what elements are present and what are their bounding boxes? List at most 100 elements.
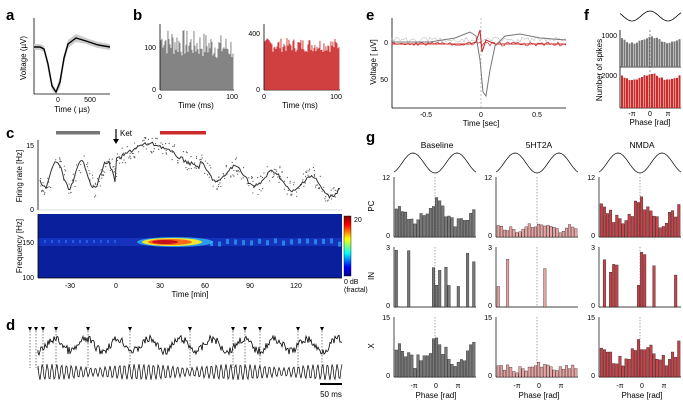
panel-e-sta: 0 50 -0.5 0 0.5 Time [sec] Voltage [ µV] xyxy=(369,18,567,128)
panel-g-letter: g xyxy=(366,129,375,146)
panel-g-grid xyxy=(393,152,682,378)
g-in-base-zero: 0 xyxy=(386,303,390,310)
firing-rate-line xyxy=(39,141,341,199)
panel-c-ytick-150: 150 xyxy=(22,240,34,247)
g-nmda-xtick-mpi: -π xyxy=(616,383,623,390)
ketamine-period-bar xyxy=(160,131,206,135)
g-base-xtick-mpi: -π xyxy=(410,383,417,390)
panel-b-left-ytick-0: 0 xyxy=(152,87,156,94)
panel-a-letter: a xyxy=(6,7,15,24)
g-x-5ht-max: 15 xyxy=(484,315,492,322)
panel-f-ytick-1000: 1000 xyxy=(601,33,617,40)
panel-f-ytick-2000: 2000 xyxy=(601,73,617,80)
panel-f-xtick-mpi: -π xyxy=(628,111,635,118)
g-in-nmda-zero: 0 xyxy=(591,303,595,310)
panel-f-letter: f xyxy=(584,7,590,24)
g-in-5ht-max: 3 xyxy=(488,245,492,252)
panel-c-xtick-60: 60 xyxy=(201,283,209,290)
g-x-base-max: 15 xyxy=(382,315,390,322)
panel-f-xtick-0: 0 xyxy=(648,111,652,118)
panel-c-xtick-90: 90 xyxy=(246,283,254,290)
panel-c-xtick-0: 0 xyxy=(114,283,118,290)
scale-bar-label: 50 ms xyxy=(320,390,342,399)
panel-d-traces: 50 ms xyxy=(28,327,343,399)
g-in-5ht-zero: 0 xyxy=(488,303,492,310)
g-nmda-xlabel: Phase [rad] xyxy=(622,391,663,400)
panel-b-right-ytick-0: 0 xyxy=(256,87,260,94)
panel-g-ticks: 12 12 12 0 0 0 3 3 3 0 0 0 15 15 15 0 0 … xyxy=(382,175,666,400)
g-x-5ht-zero: 0 xyxy=(488,373,492,380)
panel-b-right-histogram xyxy=(264,38,340,90)
panel-c-xtick-m30: -30 xyxy=(65,283,75,290)
firing-rate-scatter xyxy=(40,136,340,202)
panel-c-xtick-30: 30 xyxy=(156,283,164,290)
g-nmda-xtick-pi: π xyxy=(662,383,667,390)
g-5ht-xtick-mpi: -π xyxy=(513,383,520,390)
panel-g-row-in: IN xyxy=(367,272,376,280)
panel-g-row-x: X xyxy=(367,343,376,349)
g-pc-5ht-zero: 0 xyxy=(488,233,492,240)
colorbar-min: 0 dB xyxy=(344,279,359,286)
panel-e-letter: e xyxy=(366,7,374,24)
g-5ht-xlabel: Phase [rad] xyxy=(519,391,560,400)
panel-b-right-xlabel: Time (ms) xyxy=(282,101,318,110)
panel-f-xlabel: Phase [rad] xyxy=(630,118,671,127)
ket-label: Ket xyxy=(120,129,133,138)
panel-c-ylabel-top: Firing rate [Hz] xyxy=(15,150,24,202)
panel-c-firing-rate: Ket 15 0 Firing rate [Hz] xyxy=(15,129,342,214)
panel-c-ytick-100: 100 xyxy=(22,275,34,282)
panel-c-colorbar: 20 0 dB (fractal) xyxy=(343,215,368,294)
panel-b-left-xtick-0: 0 xyxy=(158,94,162,101)
panel-g-col-nmda: NMDA xyxy=(629,140,654,150)
panel-d-letter: d xyxy=(6,317,15,334)
panel-a-xtick-0: 0 xyxy=(56,97,60,104)
panel-c-xlabel: Time [min] xyxy=(171,290,208,299)
g-base-xtick-0: 0 xyxy=(434,383,438,390)
g-x-base-zero: 0 xyxy=(386,373,390,380)
panel-c-letter: c xyxy=(6,125,14,142)
panel-c-ylabel-bottom: Frequency [Hz] xyxy=(15,219,24,273)
panel-a-waveform: 0 500 Time ( µs) Voltage (µV) xyxy=(19,18,111,114)
g-nmda-xtick-0: 0 xyxy=(640,383,644,390)
panel-g-row-pc: PC xyxy=(367,200,376,211)
panel-b-left-ytick-1: 100 xyxy=(144,45,156,52)
g-base-xtick-pi: π xyxy=(456,383,461,390)
panel-b-letter: b xyxy=(133,7,142,24)
panel-c-ytick-0: 0 xyxy=(30,207,34,214)
panel-e-ytick-50: 50 xyxy=(380,77,388,84)
panel-b-right-ytick-1: 400 xyxy=(248,31,260,38)
panel-c-spectrogram: 150 100 Frequency [Hz] -30 0 30 60 90 12… xyxy=(15,214,342,299)
panel-g-col-5ht2a: 5HT2A xyxy=(526,140,553,150)
panel-a-xtick-1: 500 xyxy=(84,97,96,104)
panel-c-ytick-15: 15 xyxy=(26,143,34,150)
g-pc-nmda-zero: 0 xyxy=(591,233,595,240)
panel-e-ylabel: Voltage [ µV] xyxy=(369,39,378,85)
panel-c-xtick-120: 120 xyxy=(290,283,302,290)
panel-e-xlabel: Time [sec] xyxy=(463,119,500,128)
g-pc-base-max: 12 xyxy=(382,175,390,182)
g-in-base-max: 3 xyxy=(386,245,390,252)
g-pc-base-zero: 0 xyxy=(386,233,390,240)
panel-g-col-baseline: Baseline xyxy=(421,140,454,150)
g-5ht-xtick-pi: π xyxy=(559,383,564,390)
panel-e-xtick-m05: -0.5 xyxy=(420,112,432,119)
panel-b-left-histogram xyxy=(160,30,234,91)
panel-b-left-xlabel: Time (ms) xyxy=(178,101,214,110)
panel-e-xtick-0: 0 xyxy=(479,112,483,119)
g-pc-5ht-max: 12 xyxy=(484,175,492,182)
g-x-nmda-max: 15 xyxy=(587,315,595,322)
g-x-nmda-zero: 0 xyxy=(591,373,595,380)
g-pc-nmda-max: 12 xyxy=(587,175,595,182)
panel-a-ylabel: Voltage (µV) xyxy=(19,36,28,81)
panel-e-xtick-05: 0.5 xyxy=(532,112,542,119)
panel-b-right-xtick-0: 0 xyxy=(262,94,266,101)
g-base-xlabel: Phase [rad] xyxy=(416,391,457,400)
panel-b-left-xtick-1: 100 xyxy=(226,94,238,101)
colorbar-unit: (fractal) xyxy=(344,287,368,294)
colorbar-max: 20 xyxy=(354,217,362,224)
g-in-nmda-max: 3 xyxy=(591,245,595,252)
panel-b-right-xtick-1: 100 xyxy=(330,94,342,101)
baseline-period-bar xyxy=(56,131,100,135)
panel-a-xlabel: Time ( µs) xyxy=(54,105,90,114)
